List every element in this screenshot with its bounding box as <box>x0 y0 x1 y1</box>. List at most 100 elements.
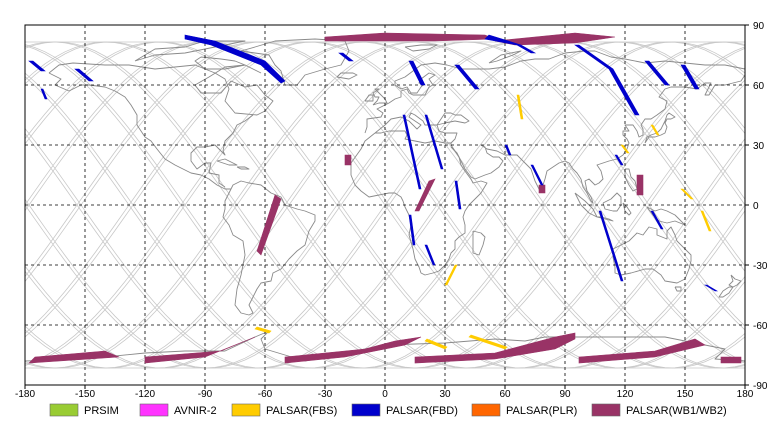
swath-palsar-wb1-wb2 <box>720 356 742 364</box>
coastline <box>622 202 632 216</box>
swath-palsar-fbd <box>184 34 286 84</box>
swath-palsar-fbs <box>444 264 458 286</box>
legend-swatch <box>351 403 381 417</box>
legend-swatch <box>231 403 261 417</box>
swath-palsar-wb1-wb2 <box>538 184 546 194</box>
legend-item-palsar-wb1-wb2: PALSAR(WB1/WB2) <box>591 403 727 417</box>
swath-palsar-wb1-wb2 <box>256 194 282 256</box>
swath-palsar-fbd <box>650 210 664 230</box>
swath-palsar-fbd <box>644 60 670 86</box>
observation-swaths <box>28 32 742 364</box>
swath-palsar-fbs <box>650 124 660 136</box>
coastline <box>718 286 734 298</box>
x-tick-label: 0 <box>382 389 388 400</box>
coastlines <box>25 38 745 362</box>
orbit-track <box>25 41 745 369</box>
x-tick-label: -60 <box>258 389 273 400</box>
x-tick-label: 90 <box>559 389 571 400</box>
swath-palsar-fbd <box>703 284 719 292</box>
swath-palsar-fbs <box>700 210 712 232</box>
swath-palsar-fbd <box>614 154 624 166</box>
legend-label: PALSAR(FBD) <box>386 405 458 417</box>
x-tick-label: 60 <box>499 389 511 400</box>
swath-palsar-fbd <box>424 114 444 170</box>
coastline <box>728 274 742 288</box>
coastline <box>436 112 470 126</box>
coastline <box>364 94 374 102</box>
legend-item-palsar-plr: PALSAR(PLR) <box>471 403 577 417</box>
coastline <box>350 132 488 276</box>
x-tick-label: -180 <box>15 389 35 400</box>
orbit-track <box>25 41 745 369</box>
swath-palsar-fbs <box>424 338 448 350</box>
coastline <box>364 50 745 134</box>
y-tick-label: 30 <box>753 141 765 152</box>
swath-palsar-fbd <box>424 244 436 266</box>
coastline <box>372 88 388 106</box>
swath-palsar-fbs <box>620 144 630 154</box>
orbit-track <box>25 41 745 369</box>
x-tick-label: 180 <box>737 389 754 400</box>
swath-palsar-fbd <box>454 180 462 210</box>
swath-palsar-fbs <box>680 188 694 200</box>
coastline <box>612 226 692 284</box>
legend-label: PALSAR(FBS) <box>266 405 337 417</box>
swath-palsar-fbs <box>516 94 524 120</box>
swath-palsar-fbd <box>28 60 46 72</box>
coastline <box>404 44 438 52</box>
swath-palsar-fbd <box>484 34 537 54</box>
legend-swatch <box>49 403 79 417</box>
swath-palsar-fbd <box>402 114 422 190</box>
swath-palsar-fbd <box>598 210 624 282</box>
coastline <box>450 74 745 204</box>
x-tick-label: -150 <box>75 389 95 400</box>
swath-palsar-fbs <box>254 326 272 334</box>
coastline <box>240 38 350 86</box>
legend: PRSIM AVNIR-2 PALSAR(FBS) PALSAR(FBD) PALSAR… <box>49 403 727 417</box>
swath-palsar-fbd <box>454 64 480 90</box>
legend-swatch <box>591 403 621 417</box>
coastline <box>194 56 246 70</box>
legend-item-palsar-fbs: PALSAR(FBS) <box>231 403 337 417</box>
y-tick-label: 60 <box>753 81 765 92</box>
orbit-track <box>25 41 745 369</box>
orbit-track <box>25 41 745 369</box>
swath-palsar-fbd <box>574 44 640 116</box>
coastline <box>134 40 246 62</box>
orbit-track <box>25 41 745 369</box>
orbit-track <box>25 41 745 369</box>
x-tick-label: 30 <box>439 389 451 400</box>
swath-palsar-fbd <box>680 64 700 90</box>
graticule <box>25 25 745 385</box>
y-tick-label: 90 <box>753 21 765 32</box>
swath-palsar-fbd <box>74 68 94 82</box>
swath-palsar-wb1-wb2 <box>636 174 644 196</box>
swath-palsar-wb1-wb2 <box>144 336 256 364</box>
orbit-track <box>25 41 745 369</box>
coastline <box>674 286 682 292</box>
legend-swatch <box>139 403 169 417</box>
coastline <box>48 62 274 116</box>
swath-palsar-wb1-wb2 <box>284 336 422 364</box>
axis-ticks <box>24 24 749 389</box>
y-tick-label: -90 <box>753 381 768 392</box>
swath-palsar-wb1-wb2 <box>344 154 352 166</box>
coastline <box>222 180 316 316</box>
legend-label: PALSAR(PLR) <box>506 405 577 417</box>
coastline <box>216 158 238 166</box>
swath-palsar-fbs <box>468 334 508 350</box>
legend-item-prsim: PRSIM <box>49 403 119 417</box>
swath-palsar-fbd <box>504 144 512 156</box>
swath-palsar-wb1-wb2 <box>414 332 576 364</box>
coastline <box>48 72 231 190</box>
x-tick-label: -90 <box>198 389 213 400</box>
y-tick-label: -60 <box>753 321 768 332</box>
swath-palsar-wb1-wb2 <box>578 338 706 364</box>
coastline <box>472 230 486 256</box>
coastline <box>236 166 250 170</box>
swath-palsar-fbd <box>530 164 544 186</box>
legend-label: AVNIR-2 <box>174 405 217 417</box>
legend-label: PALSAR(WB1/WB2) <box>626 405 727 417</box>
